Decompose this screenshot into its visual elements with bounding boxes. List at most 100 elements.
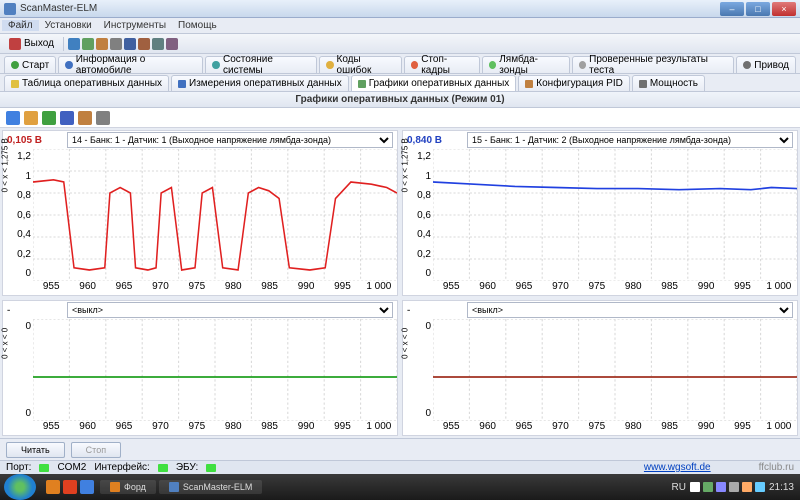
tray-icon[interactable] xyxy=(703,482,713,492)
toolbar-icon[interactable] xyxy=(96,38,108,50)
vendor-link[interactable]: www.wgsoft.de xyxy=(644,462,711,473)
tab-icon xyxy=(326,61,334,69)
toolbar-icon[interactable] xyxy=(110,38,122,50)
menubar: ФайлУстановкиИнструментыПомощь xyxy=(0,18,800,34)
tab-Информация о автомобиле[interactable]: Информация о автомобиле xyxy=(58,56,203,73)
stop-button[interactable]: Стоп xyxy=(71,442,121,458)
tab-icon xyxy=(65,61,73,69)
plot-area xyxy=(433,149,797,281)
menu-Файл[interactable]: Файл xyxy=(2,20,39,31)
tab-icon xyxy=(212,61,220,69)
plot-area xyxy=(33,319,397,421)
subtab-icon xyxy=(639,80,647,88)
subtab-Измерения оперативных данных[interactable]: Измерения оперативных данных xyxy=(171,75,349,91)
plot-area xyxy=(33,149,397,281)
tray-icon[interactable] xyxy=(729,482,739,492)
chart-3: -<выкл>0 < x < 0009559609659709759809859… xyxy=(402,300,798,436)
chart-2: -<выкл>0 < x < 0009559609659709759809859… xyxy=(2,300,398,436)
tab-Старт[interactable]: Старт xyxy=(4,56,56,73)
app-icon xyxy=(4,3,16,15)
chart-value: - xyxy=(7,305,63,316)
subtab-Конфигурация PID[interactable]: Конфигурация PID xyxy=(518,75,630,91)
chart-0: 0,105 В14 - Банк: 1 - Датчик: 1 (Выходно… xyxy=(2,130,398,296)
quicklaunch-icon[interactable] xyxy=(63,480,77,494)
titlebar: ScanMaster-ELM – □ × xyxy=(0,0,800,18)
x-axis: 9559609659709759809859909951 000 xyxy=(403,421,797,435)
y-axis: 0 < x < 1,275 В1,210,80,60,40,20 xyxy=(3,149,33,281)
port-label: Порт: xyxy=(6,462,31,473)
pid-select[interactable]: <выкл> xyxy=(67,302,393,318)
tab-icon xyxy=(11,61,19,69)
tab-Проверенные результаты теста[interactable]: Проверенные результаты теста xyxy=(572,56,735,73)
chart-toolbar xyxy=(0,108,800,128)
chart-tool-icon[interactable] xyxy=(78,111,92,125)
exit-icon xyxy=(9,38,21,50)
read-button[interactable]: Читать xyxy=(6,442,65,458)
tab-Стоп-кадры[interactable]: Стоп-кадры xyxy=(404,56,480,73)
subtab-Графики оперативных данных[interactable]: Графики оперативных данных xyxy=(351,75,517,91)
minimize-button[interactable]: – xyxy=(720,2,744,16)
main-tabs: СтартИнформация о автомобилеСостояние си… xyxy=(0,54,800,74)
chart-value: 0,840 В xyxy=(407,135,463,146)
toolbar-icon[interactable] xyxy=(82,38,94,50)
subtab-Мощность[interactable]: Мощность xyxy=(632,75,705,91)
exit-button[interactable]: Выход xyxy=(4,36,59,52)
tray-icon[interactable] xyxy=(690,482,700,492)
charts-grid: 0,105 В14 - Банк: 1 - Датчик: 1 (Выходно… xyxy=(0,128,800,438)
tab-icon xyxy=(411,61,419,69)
clock[interactable]: 21:13 xyxy=(769,482,794,493)
menu-Помощь[interactable]: Помощь xyxy=(172,20,223,31)
taskbar: ФордScanMaster-ELM RU 21:13 xyxy=(0,474,800,500)
sub-tabs: Таблица оперативных данныхИзмерения опер… xyxy=(0,74,800,92)
chart-tool-icon[interactable] xyxy=(6,111,20,125)
chart-tool-icon[interactable] xyxy=(60,111,74,125)
tab-icon xyxy=(489,61,497,69)
quicklaunch-icon[interactable] xyxy=(46,480,60,494)
plot-area xyxy=(433,319,797,421)
tab-Состояние системы[interactable]: Состояние системы xyxy=(205,56,317,73)
pid-select[interactable]: 15 - Банк: 1 - Датчик: 2 (Выходное напря… xyxy=(467,132,793,148)
toolbar-icon[interactable] xyxy=(124,38,136,50)
quicklaunch-icon[interactable] xyxy=(80,480,94,494)
y-axis: 0 < x < 000 xyxy=(3,319,33,421)
x-axis: 9559609659709759809859909951 000 xyxy=(403,281,797,295)
panel-subtitle: Графики оперативных данных (Режим 01) xyxy=(0,92,800,108)
chart-tool-icon[interactable] xyxy=(24,111,38,125)
toolbar-icon[interactable] xyxy=(152,38,164,50)
lang-indicator[interactable]: RU xyxy=(672,482,686,493)
close-button[interactable]: × xyxy=(772,2,796,16)
subtab-icon xyxy=(358,80,366,88)
subtab-icon xyxy=(11,80,19,88)
tray-icon[interactable] xyxy=(716,482,726,492)
pid-select[interactable]: 14 - Банк: 1 - Датчик: 1 (Выходное напря… xyxy=(67,132,393,148)
ecu-led xyxy=(206,464,216,472)
pid-select[interactable]: <выкл> xyxy=(467,302,793,318)
toolbar-icon[interactable] xyxy=(166,38,178,50)
tab-Привод[interactable]: Привод xyxy=(736,56,796,73)
toolbar-icon[interactable] xyxy=(68,38,80,50)
port-value: COM2 xyxy=(57,462,86,473)
menu-Установки[interactable]: Установки xyxy=(39,20,98,31)
tab-Коды ошибок[interactable]: Коды ошибок xyxy=(319,56,402,73)
chart-value: - xyxy=(407,305,463,316)
chart-tool-icon[interactable] xyxy=(96,111,110,125)
subtab-icon xyxy=(525,80,533,88)
tray-icon[interactable] xyxy=(755,482,765,492)
task-icon xyxy=(169,482,179,492)
tray-icon[interactable] xyxy=(742,482,752,492)
maximize-button[interactable]: □ xyxy=(746,2,770,16)
ecu-label: ЭБУ: xyxy=(176,462,198,473)
chart-1: 0,840 В 15 - Банк: 1 - Датчик: 2 (Выходно… xyxy=(402,130,798,296)
chart-tool-icon[interactable] xyxy=(42,111,56,125)
tab-Лямбда-зонды[interactable]: Лямбда-зонды xyxy=(482,56,570,73)
system-tray: RU 21:13 xyxy=(666,482,800,493)
menu-Инструменты[interactable]: Инструменты xyxy=(98,20,172,31)
iface-led xyxy=(158,464,168,472)
task-ScanMaster-ELM[interactable]: ScanMaster-ELM xyxy=(159,480,263,494)
start-button[interactable] xyxy=(4,474,36,500)
task-icon xyxy=(110,482,120,492)
subtab-Таблица оперативных данных[interactable]: Таблица оперативных данных xyxy=(4,75,169,91)
task-Форд[interactable]: Форд xyxy=(100,480,156,494)
y-axis: 0 < x < 1,275 В1,210,80,60,40,20 xyxy=(403,149,433,281)
toolbar-icon[interactable] xyxy=(138,38,150,50)
